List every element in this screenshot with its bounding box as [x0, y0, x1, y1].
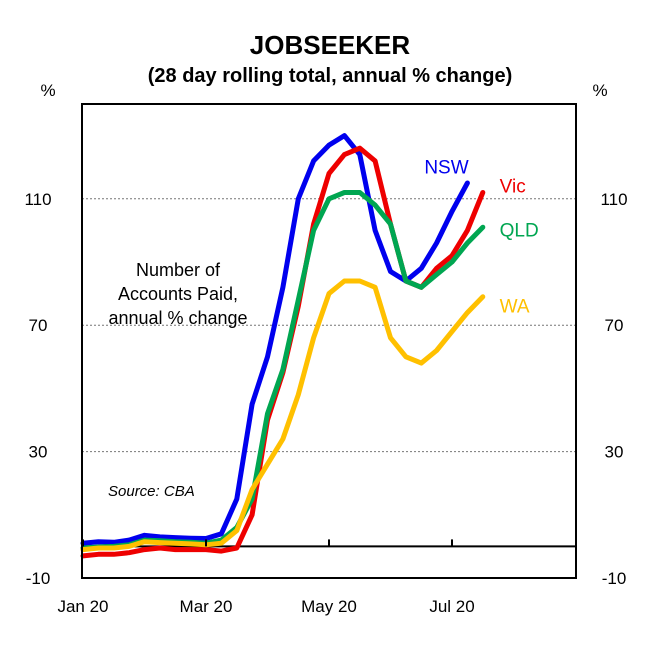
annotation-line-3: annual % change [108, 308, 247, 328]
chart-title: JOBSEEKER [250, 30, 411, 60]
x-tick-label-may-20: May 20 [301, 597, 357, 616]
x-tick-label-jul-20: Jul 20 [429, 597, 474, 616]
series-lines [80, 133, 486, 559]
x-tick-label-mar-20: Mar 20 [180, 597, 233, 616]
series-label-vic: Vic [500, 176, 526, 197]
annotation-block: Number of Accounts Paid, annual % change [108, 260, 247, 328]
source-note: Source: CBA [108, 483, 195, 500]
series-labels: NSW Vic QLD WA [424, 158, 538, 318]
y-unit-right: % [592, 81, 607, 100]
series-line-wa [80, 278, 486, 553]
y-tick-right-30: 30 [605, 443, 624, 462]
annotation-line-2: Accounts Paid, [118, 284, 238, 304]
plot-frame [81, 103, 577, 579]
annotation-line-1: Number of [136, 260, 221, 280]
y-tick-labels: -10 -10 30 30 70 70 110 110 [24, 190, 627, 588]
y-unit-left: % [40, 81, 55, 100]
y-tick-left-110: 110 [24, 190, 51, 209]
y-tick-right-70: 70 [605, 316, 624, 335]
series-label-wa: WA [500, 297, 530, 318]
y-tick-right-110: 110 [600, 190, 627, 209]
x-tick-label-jan-20: Jan 20 [57, 597, 108, 616]
y-tick-left-70: 70 [29, 316, 48, 335]
y-tick-right--10: -10 [602, 569, 627, 588]
x-ticks: Jan 20 Mar 20 May 20 Jul 20 [57, 539, 475, 616]
chart-subtitle: (28 day rolling total, annual % change) [148, 65, 513, 87]
series-label-nsw: NSW [424, 158, 468, 179]
series-label-qld: QLD [500, 221, 539, 242]
y-tick-left-30: 30 [29, 443, 48, 462]
y-tick-left--10: -10 [26, 569, 51, 588]
